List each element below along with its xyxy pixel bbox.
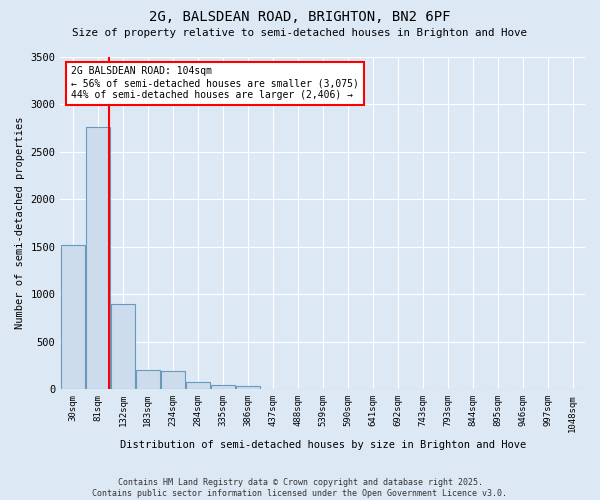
X-axis label: Distribution of semi-detached houses by size in Brighton and Hove: Distribution of semi-detached houses by … [119, 440, 526, 450]
Bar [61, 244, 85, 389]
Bar [86, 127, 110, 389]
Y-axis label: Number of semi-detached properties: Number of semi-detached properties [15, 116, 25, 329]
Bar [236, 386, 260, 389]
Bar [136, 370, 160, 389]
Text: 2G BALSDEAN ROAD: 104sqm
← 56% of semi-detached houses are smaller (3,075)
44% o: 2G BALSDEAN ROAD: 104sqm ← 56% of semi-d… [71, 66, 359, 100]
Text: 2G, BALSDEAN ROAD, BRIGHTON, BN2 6PF: 2G, BALSDEAN ROAD, BRIGHTON, BN2 6PF [149, 10, 451, 24]
Bar [111, 304, 135, 389]
Text: Size of property relative to semi-detached houses in Brighton and Hove: Size of property relative to semi-detach… [73, 28, 527, 38]
Bar [161, 371, 185, 389]
Bar [186, 382, 209, 389]
Bar [211, 385, 235, 389]
Text: Contains HM Land Registry data © Crown copyright and database right 2025.
Contai: Contains HM Land Registry data © Crown c… [92, 478, 508, 498]
